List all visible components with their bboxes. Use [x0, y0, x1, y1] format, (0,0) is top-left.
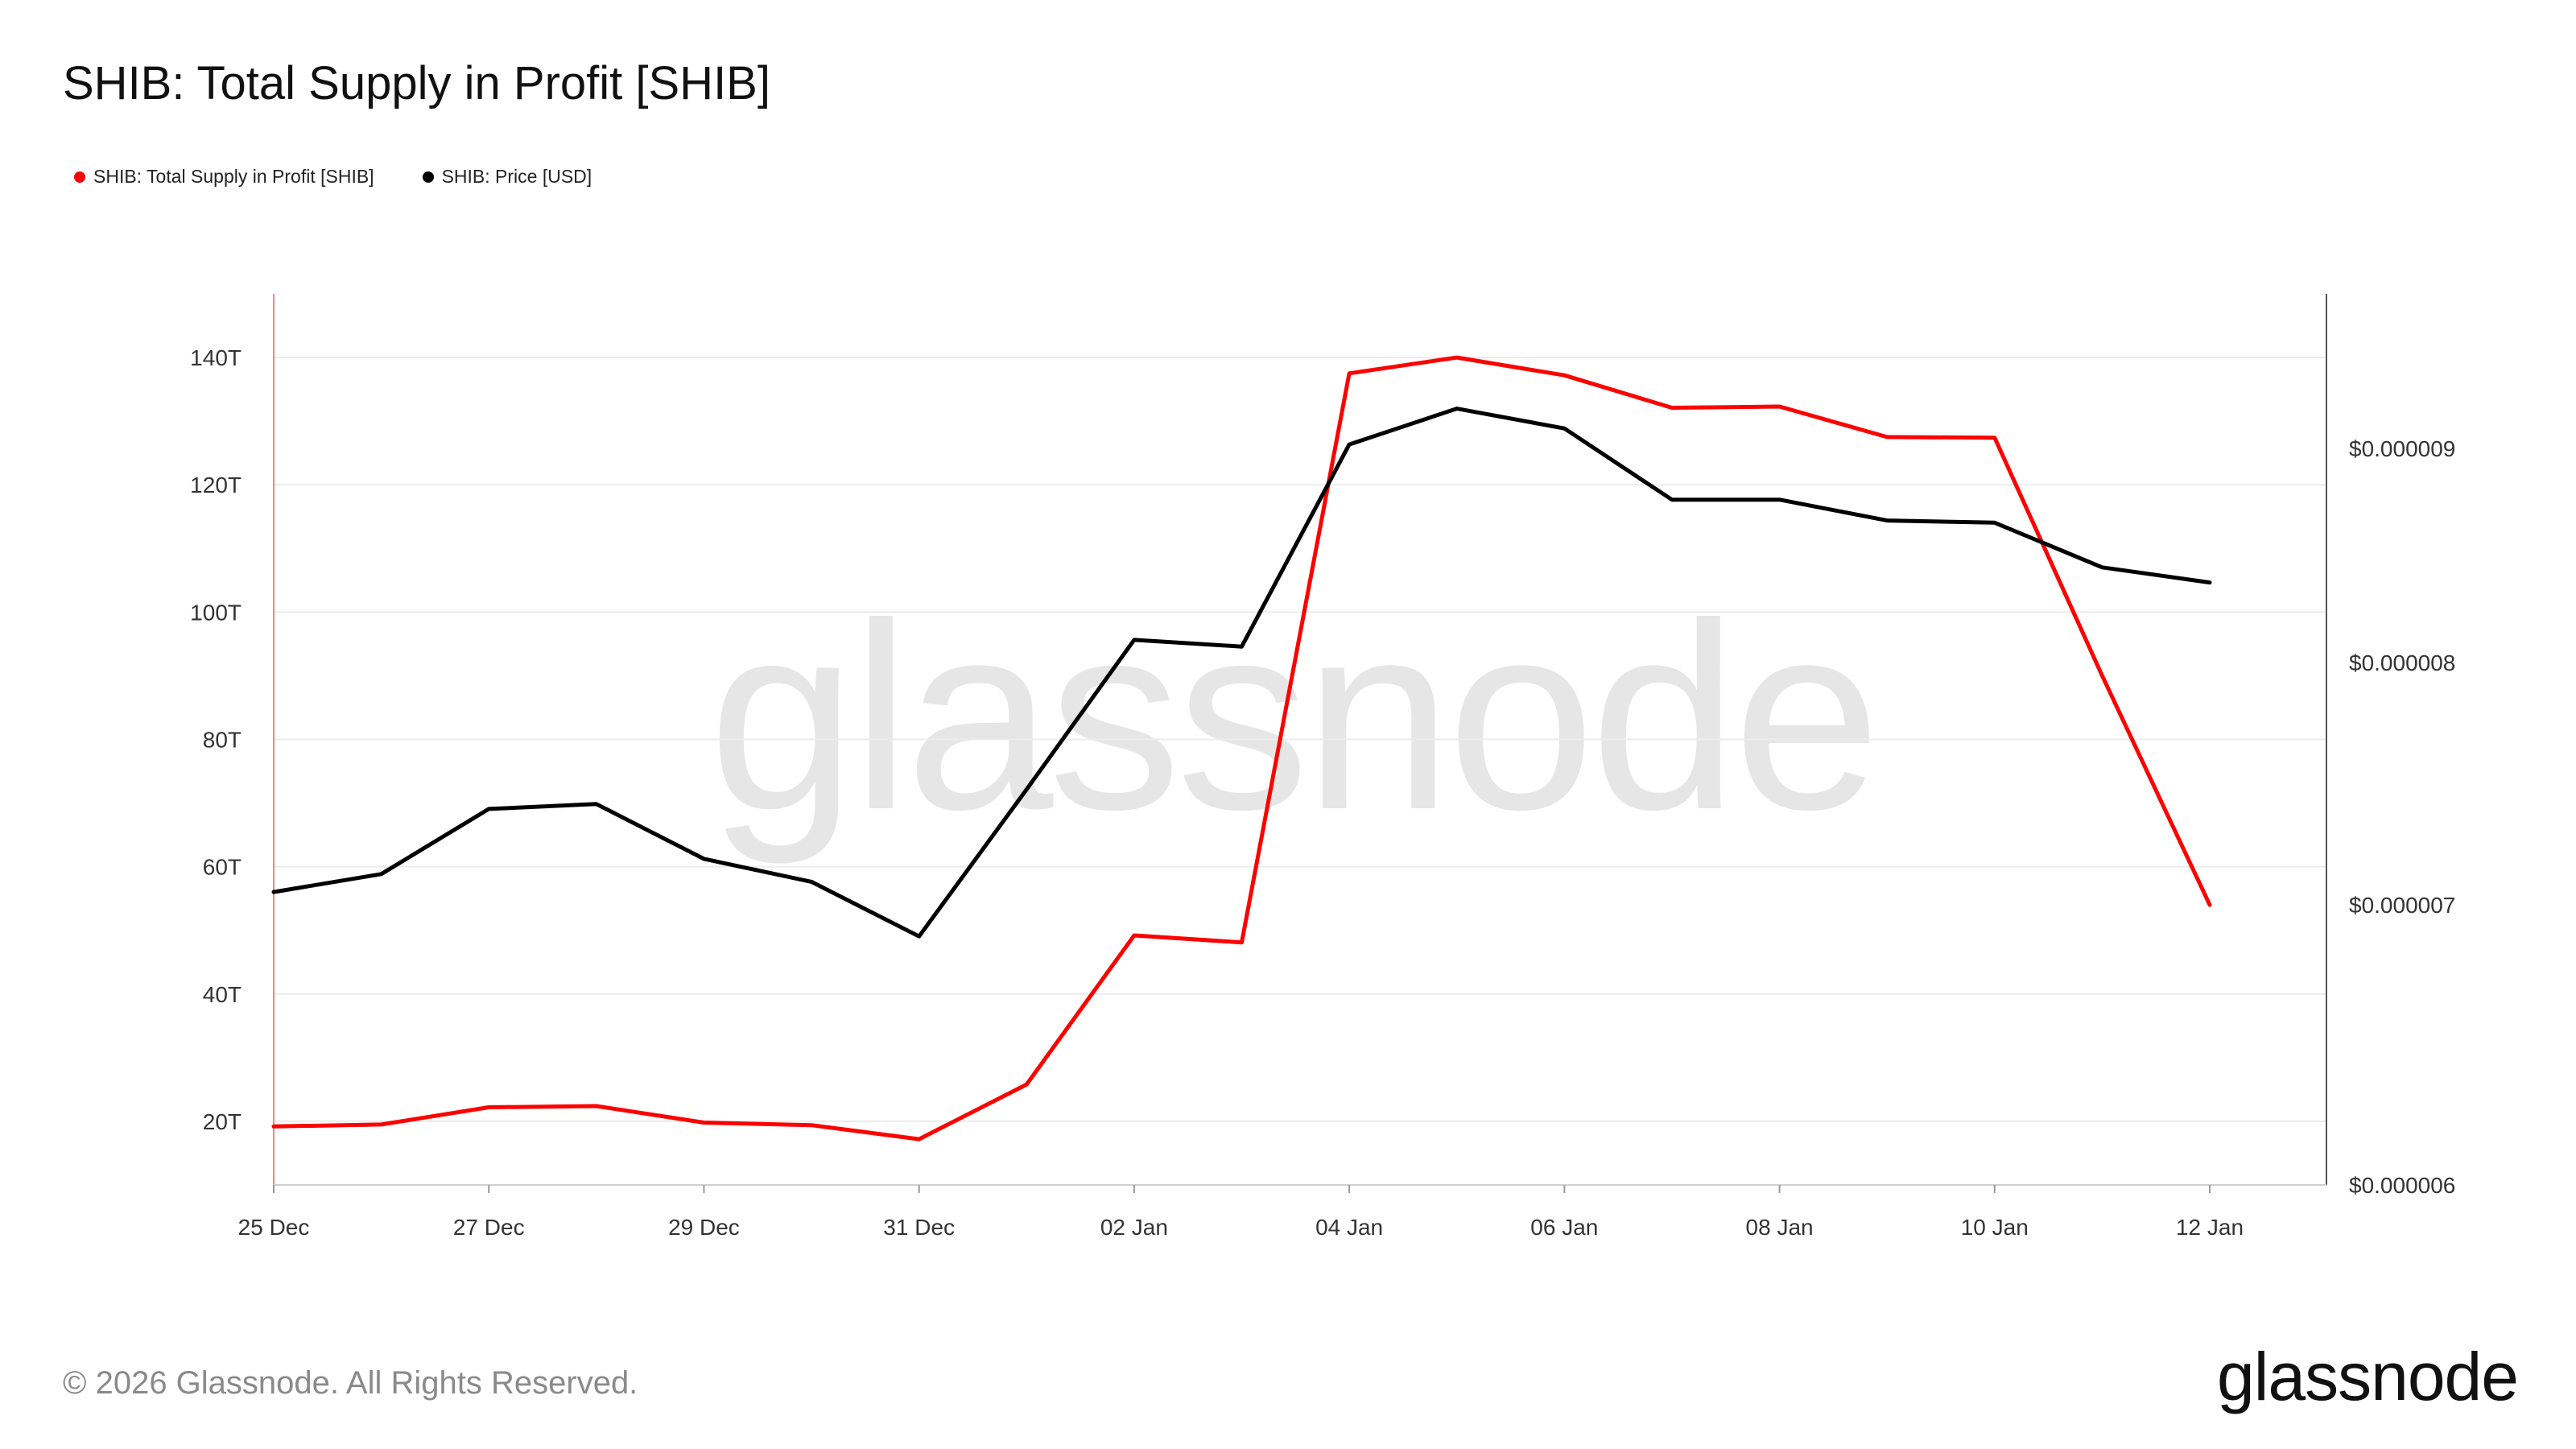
- right-tick-label: $0.000008: [2349, 650, 2455, 675]
- left-tick-label: 120T: [190, 473, 242, 497]
- legend-item-supply[interactable]: SHIB: Total Supply in Profit [SHIB]: [74, 166, 374, 188]
- x-tick-label: 27 Dec: [453, 1215, 525, 1240]
- left-tick-label: 80T: [203, 728, 242, 753]
- series-lines: [271, 355, 2212, 1141]
- legend-item-price[interactable]: SHIB: Price [USD]: [422, 166, 592, 188]
- x-tick-label: 10 Jan: [1961, 1215, 2029, 1240]
- grid-lines: [274, 357, 2326, 1122]
- left-tick-label: 100T: [190, 600, 242, 625]
- right-tick-label: $0.000006: [2349, 1173, 2455, 1198]
- series-line-price: [271, 407, 2212, 939]
- axes: [273, 294, 2327, 1186]
- legend: SHIB: Total Supply in Profit [SHIB] SHIB…: [74, 166, 592, 188]
- series-line-supply-in-profit: [271, 355, 2212, 1141]
- left-axis-ticks: 20T 40T 60T 80T 100T 120T 140T: [190, 345, 242, 1134]
- left-tick-label: 140T: [190, 345, 242, 370]
- legend-label-supply: SHIB: Total Supply in Profit [SHIB]: [93, 166, 374, 187]
- legend-dot-supply: [74, 171, 85, 183]
- right-axis-ticks: $0.000006 $0.000007 $0.000008 $0.000009: [2349, 436, 2455, 1198]
- x-tick-label: 25 Dec: [238, 1215, 310, 1240]
- right-tick-label: $0.000007: [2349, 893, 2455, 918]
- x-tick-label: 29 Dec: [668, 1215, 740, 1240]
- x-tick-label: 31 Dec: [883, 1215, 955, 1240]
- right-tick-label: $0.000009: [2349, 436, 2455, 461]
- legend-dot-price: [422, 171, 434, 183]
- chart-title: SHIB: Total Supply in Profit [SHIB]: [63, 57, 770, 109]
- x-tick-label: 06 Jan: [1530, 1215, 1598, 1240]
- left-tick-label: 40T: [203, 982, 242, 1007]
- glassnode-logo[interactable]: glassnode: [2217, 1339, 2519, 1414]
- left-tick-label: 20T: [203, 1109, 242, 1134]
- x-axis-ticks: 25 Dec 27 Dec 29 Dec 31 Dec 02 Jan 04 Jan 06 J…: [238, 1185, 2244, 1240]
- x-tick-label: 12 Jan: [2176, 1215, 2244, 1240]
- x-tick-label: 08 Jan: [1746, 1215, 1814, 1240]
- legend-label-price: SHIB: Price [USD]: [441, 166, 592, 187]
- footer-copyright: © 2026 Glassnode. All Rights Reserved.: [63, 1365, 638, 1401]
- left-tick-label: 60T: [203, 855, 242, 880]
- x-tick-label: 02 Jan: [1100, 1215, 1168, 1240]
- x-tick-label: 04 Jan: [1315, 1215, 1383, 1240]
